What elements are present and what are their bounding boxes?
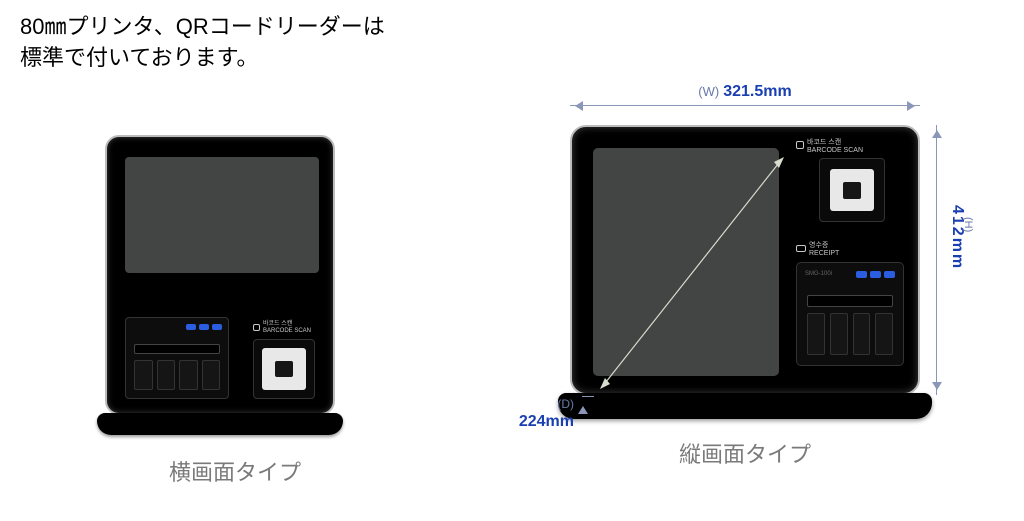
qr-reader: 바코드 스캔 BARCODE SCAN [796, 139, 908, 222]
device-lower-panel: 바코드 스캔 BARCODE SCAN [117, 297, 323, 403]
dim-depth-text: 224mm [519, 413, 574, 430]
device-right-column: 바코드 스캔 BARCODE SCAN 영수증 RECEIPT SMG-100i [796, 139, 908, 383]
receipt-icon [796, 245, 806, 252]
diagonal-arrow-icon [600, 157, 784, 389]
device-base [558, 393, 932, 419]
dimension-height: 412mm (H) [932, 125, 982, 395]
qr-icon [253, 324, 260, 331]
caption-landscape: 横画面タイプ [105, 455, 365, 487]
qr-icon [796, 141, 804, 149]
dim-height-prefix: (H) [962, 217, 974, 232]
dim-depth-prefix: (D) [494, 397, 574, 411]
printer-slot [134, 344, 220, 354]
caption-portrait: 縦画面タイプ [570, 437, 920, 469]
qr-window [830, 169, 874, 211]
display-screen [586, 141, 786, 383]
receipt-printer [125, 317, 229, 399]
dimension-depth: (D) 224mm [494, 397, 574, 431]
printer-grill [807, 313, 893, 355]
device-landscape: 바코드 스캔 BARCODE SCAN 横画面タイプ [105, 135, 365, 435]
qr-label: 바코드 스캔 BARCODE SCAN [796, 139, 908, 154]
device-base [97, 413, 343, 435]
receipt-printer: SMG-100i [796, 262, 904, 366]
printer-model: SMG-100i [805, 271, 832, 277]
dim-depth-tick [582, 396, 594, 397]
printer-buttons [856, 271, 895, 278]
qr-window [262, 348, 306, 390]
printer-slot [807, 295, 893, 307]
device-shell: 바코드 스캔 BARCODE SCAN 영수증 RECEIPT SMG-100i [570, 125, 920, 395]
qr-label: 바코드 스캔 BARCODE SCAN [253, 321, 315, 334]
dim-width-text: (W)321.5mm [570, 83, 920, 101]
dim-width-bar [570, 105, 920, 121]
dim-height-bar [936, 125, 937, 395]
qr-body [819, 158, 885, 222]
qr-reader: 바코드 스캔 BARCODE SCAN [253, 339, 315, 399]
qr-body [253, 339, 315, 399]
printer-grill [134, 360, 220, 390]
display-screen [119, 151, 325, 279]
dim-height-text: 412mm [948, 205, 966, 270]
printer-buttons [186, 324, 222, 330]
device-shell: 바코드 스캔 BARCODE SCAN [105, 135, 335, 415]
receipt-section: 영수증 RECEIPT SMG-100i [796, 242, 908, 365]
receipt-label: 영수증 RECEIPT [796, 242, 908, 257]
dimension-width: (W)321.5mm [570, 105, 920, 121]
dim-depth-arrow-icon [578, 401, 588, 414]
heading-text: 80㎜プリンタ、QRコードリーダーは 標準で付いております。 [20, 12, 385, 74]
